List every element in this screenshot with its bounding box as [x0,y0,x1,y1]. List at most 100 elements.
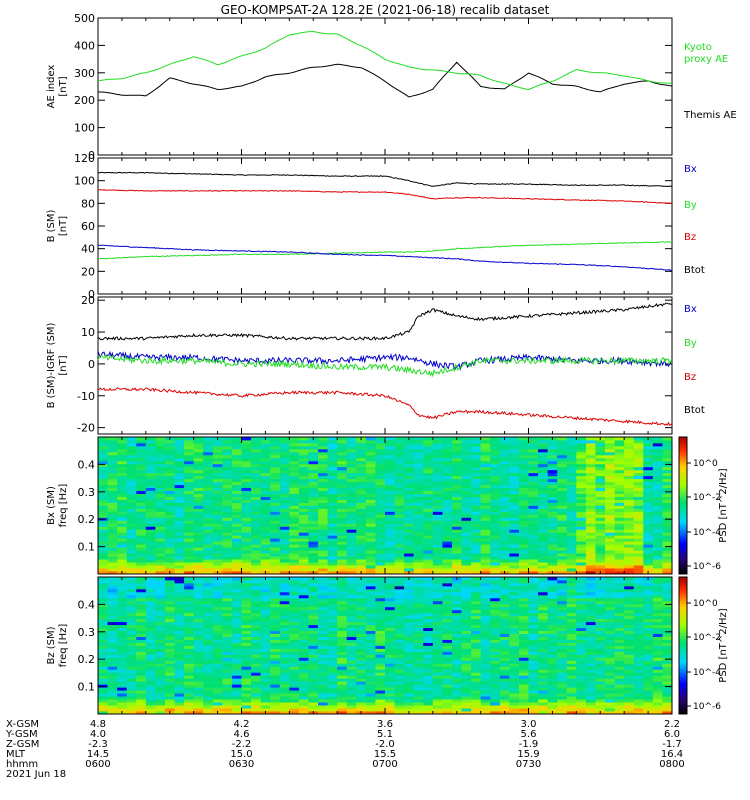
spectrogram-cell [298,529,309,533]
spectrogram-cell [107,514,118,518]
spectrogram-cell [155,532,166,536]
spectrogram-cell [289,588,300,593]
spectrogram-cell [231,505,242,509]
spectrogram-cell [260,657,271,661]
spectrogram-cell [538,496,549,500]
spectrogram-cell [547,535,558,539]
spectrogram-cell [98,553,108,557]
spectrogram-cell [480,517,491,521]
spectrogram-cell [231,478,242,483]
spectrogram-cell [184,672,195,676]
spectrogram-cell [490,571,501,575]
spectrogram-cell [346,606,357,611]
spectrogram-cell [528,520,539,524]
spectrogram-cell [471,597,482,602]
spectrogram-cell [241,502,252,506]
spectrogram-cell [117,505,128,509]
spectrogram-cell [518,553,529,557]
spectrogram-cell [490,657,501,661]
spectrogram-cell [164,708,175,712]
spectrogram-cell [193,651,204,655]
spectrogram-cell [385,702,395,706]
spectrogram-cell [471,493,482,497]
spectrogram-cell [423,439,434,444]
spectrogram-cell [471,672,482,676]
spectrogram-cell [423,457,434,462]
spectrogram-cell [643,493,654,497]
spectrogram-cell [643,484,654,489]
spectrogram-cell [203,597,214,602]
spectrogram-cell [193,675,204,679]
spectrogram-cell [136,657,147,661]
spectrogram-cell [633,484,644,489]
spectrogram-cell [222,442,233,447]
spectrogram-cell [385,660,395,664]
spectrogram-cell [346,508,357,512]
spectrogram-cell [241,499,252,503]
spectrogram-cell [662,571,673,575]
spectrogram-cell [260,559,271,563]
spectrogram-cell [442,705,453,709]
spectrogram-cell [164,612,175,617]
spectrogram-cell [308,582,319,587]
spectrogram-cell [327,493,338,497]
spectrogram-cell [203,505,214,509]
spectrogram-cell [308,520,319,524]
spectrogram-cell [413,642,424,646]
spectrogram-cell [337,466,348,471]
spectrogram-cell [471,496,482,500]
spectrogram-cell [289,672,300,676]
series-line-btot [97,302,673,341]
spectrogram-cell [346,496,357,500]
spectrogram-cell [107,529,118,533]
spectrogram-cell [184,562,195,566]
spectrogram-cell [251,565,262,569]
spectrogram-cell [289,675,300,679]
spectrogram-cell [365,463,376,468]
spectrogram-cell [394,621,405,626]
spectrogram-cell [624,526,635,530]
spectrogram-cell [212,439,223,444]
spectrogram-cell [231,451,242,456]
spectrogram-cell [576,565,587,569]
spectrogram-cell [356,460,367,465]
spectrogram-cell [662,529,673,533]
spectrogram-cell [356,493,367,497]
spectrogram-cell [662,457,673,462]
spectrogram-cell [518,529,529,533]
spectrogram-cell [164,648,175,652]
spectrogram-cell [298,636,309,640]
spectrogram-cell [614,514,625,518]
spectrogram-cell [461,496,472,500]
spectrogram-cell [365,621,376,626]
spectrogram-cell [184,469,195,474]
spectrogram-cell [423,624,434,629]
spectrogram-cell [451,535,462,539]
spectrogram-cell [566,547,577,551]
spectrogram-cell [270,618,281,623]
spectrogram-cell [346,711,357,715]
spectrogram-cell [585,460,596,465]
spectrogram-cell [126,636,137,640]
spectrogram-cell [260,618,271,623]
spectrogram-cell [557,454,568,459]
spectrogram-cell [404,547,415,551]
spectrogram-cell [222,657,233,661]
spectrogram-cell [98,532,108,536]
spectrogram-cell [385,672,395,676]
spectrogram-cell [231,654,242,658]
spectrogram-cell [279,454,290,459]
spectrogram-cell [241,630,252,634]
spectrogram-cell [461,615,472,620]
spectrogram-cell [337,451,348,456]
spectrogram-cell [212,648,223,652]
spectrogram-cell [356,663,367,667]
spectrogram-cell [231,490,242,494]
spectrogram-cell [490,535,501,539]
spectrogram-cell [136,696,147,700]
spectrogram-cell [117,466,128,471]
spectrogram-cell [442,439,453,444]
spectrogram-cell [480,585,491,590]
spectrogram-cell [289,454,300,459]
